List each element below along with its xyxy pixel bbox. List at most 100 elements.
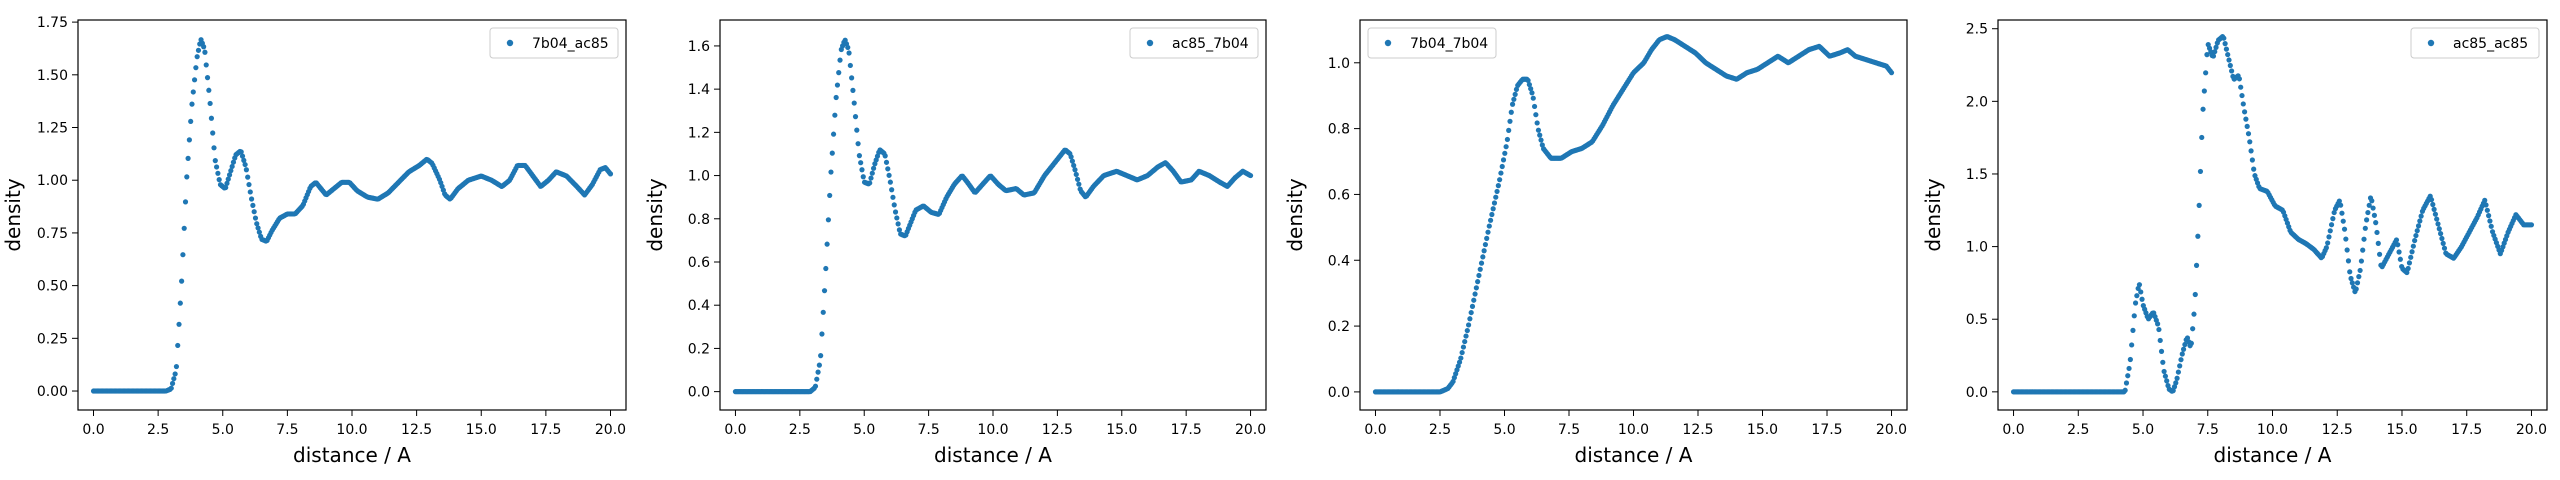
data-point: [2192, 291, 2198, 298]
data-point: [2348, 275, 2354, 282]
data-point: [2247, 139, 2253, 145]
data-point: [2364, 217, 2370, 223]
data-point: [870, 165, 877, 171]
x-tick-label: 12.5: [401, 422, 432, 438]
data-point: [2405, 265, 2411, 272]
y-tick-label: 1.50: [37, 68, 68, 84]
data-point: [2131, 313, 2137, 319]
data-point: [2221, 35, 2227, 41]
data-point: [2432, 211, 2439, 217]
data-point: [2188, 340, 2194, 346]
data-point: [246, 181, 252, 188]
data-point: [241, 157, 247, 163]
data-point: [201, 44, 207, 50]
data-point: [2239, 92, 2245, 99]
data-point: [2199, 134, 2205, 141]
chart-panel-2: 0.0 2.5 5.0 7.5 10.0 12.5 15.0 17.5 20.0 0.0 0.2 0.…: [643, 19, 1267, 467]
data-point: [208, 115, 215, 121]
data-point: [207, 100, 213, 107]
data-point: [2412, 237, 2418, 244]
y-tick-label: 0.8: [688, 212, 710, 228]
data-point: [1538, 137, 1544, 143]
data-point: [2225, 51, 2231, 58]
data-point: [2371, 212, 2377, 218]
data-point: [2341, 226, 2348, 232]
data-point: [2158, 348, 2165, 354]
data-point: [2164, 378, 2170, 384]
data-point: [2370, 205, 2376, 211]
data-point: [2439, 235, 2445, 242]
data-point: [1525, 77, 1531, 84]
data-point: [1512, 91, 1518, 97]
data-point: [2409, 249, 2415, 255]
data-point: [1468, 309, 1474, 316]
data-point: [2376, 251, 2383, 257]
data-point: [2122, 387, 2128, 393]
data-point: [2414, 228, 2420, 234]
data-point: [828, 169, 834, 175]
data-point: [2361, 236, 2367, 242]
y-tick-label: 0.75: [37, 226, 68, 242]
data-point: [2487, 218, 2493, 224]
x-tick-label: 7.5: [917, 422, 939, 438]
x-tick-label: 2.5: [1429, 422, 1451, 438]
x-tick-label: 7.5: [2197, 422, 2219, 438]
y-tick-label: 2.0: [1966, 94, 1988, 110]
data-point: [1469, 303, 1476, 309]
data-point: [1466, 322, 1472, 328]
y-tick-label: 1.00: [37, 173, 68, 189]
x-axis-label: distance / A: [2214, 443, 2332, 467]
data-point: [215, 170, 221, 176]
data-point: [2358, 258, 2365, 264]
data-point: [2180, 346, 2187, 352]
data-point: [191, 77, 198, 83]
data-point: [2347, 269, 2353, 275]
data-point: [2482, 197, 2488, 203]
y-tick-label: 1.75: [37, 15, 68, 31]
legend-box: [489, 27, 619, 59]
data-point: [2340, 218, 2346, 224]
data-point: [2397, 256, 2403, 262]
y-tick-label: 1.0: [688, 169, 710, 185]
data-point: [2136, 282, 2143, 288]
legend-marker: [1384, 39, 1392, 47]
x-tick-label: 5.0: [1493, 422, 1515, 438]
y-tick-label: 0.25: [37, 331, 68, 347]
data-point: [2374, 229, 2380, 236]
y-tick-label: 0.50: [37, 279, 68, 295]
data-point: [252, 215, 259, 221]
data-point: [2413, 232, 2419, 239]
data-point: [2236, 76, 2242, 82]
data-point: [1467, 316, 1473, 322]
legend: 7b04_7b04: [1367, 27, 1497, 59]
legend-label: 7b04_ac85: [532, 36, 609, 52]
data-point: [2130, 327, 2136, 333]
y-tick-label: 1.25: [37, 121, 68, 137]
data-point: [855, 141, 861, 147]
x-tick-label: 10.0: [2257, 422, 2288, 438]
data-point: [1458, 355, 1464, 361]
data-point: [2179, 351, 2185, 357]
data-point: [816, 362, 822, 368]
data-point: [894, 215, 900, 221]
data-point: [1495, 183, 1501, 189]
data-point: [229, 163, 235, 170]
data-point: [1490, 206, 1496, 212]
x-tick-label: 2.5: [2067, 422, 2089, 438]
data-point: [851, 100, 857, 106]
data-point: [2431, 206, 2437, 212]
data-point: [2418, 213, 2424, 219]
data-point: [2213, 44, 2219, 50]
x-tick-label: 10.0: [977, 422, 1008, 438]
data-point: [238, 149, 244, 155]
data-point: [2210, 53, 2217, 59]
data-point: [889, 187, 895, 193]
data-point: [1493, 194, 1499, 200]
data-point: [834, 82, 841, 88]
data-point: [224, 180, 230, 186]
data-point: [2344, 247, 2350, 253]
y-tick-label: 1.2: [688, 125, 710, 141]
data-point: [1477, 266, 1483, 272]
data-point: [830, 131, 837, 137]
